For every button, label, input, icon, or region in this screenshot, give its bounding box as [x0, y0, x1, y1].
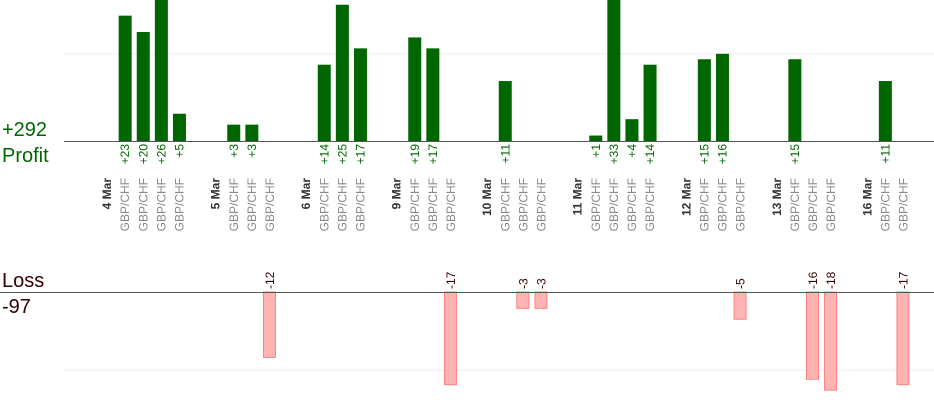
profit-value-label: +3: [245, 144, 259, 158]
pair-label: GBP/CHF: [263, 178, 277, 231]
loss-value-label: -18: [824, 271, 838, 289]
profit-bar: [426, 48, 440, 141]
profit-value-label: +25: [335, 144, 349, 165]
profit-value-label: +23: [118, 144, 132, 165]
profit-bar: [172, 113, 186, 141]
profit-bar: [878, 81, 892, 141]
loss-bar: [896, 291, 910, 386]
profit-bar: [136, 32, 150, 141]
profit-label: Profit: [2, 145, 49, 167]
date-label: 11 Mar: [571, 178, 585, 216]
profit-bar: [353, 48, 367, 141]
profit-bar: [317, 64, 331, 141]
loss-value-label: -3: [516, 278, 530, 289]
loss-value-label: -12: [263, 271, 277, 289]
profit-value-label: +11: [878, 144, 892, 164]
pair-label: GBP/CHF: [516, 178, 530, 231]
loss-bar: [805, 291, 819, 380]
pair-label: GBP/CHF: [172, 178, 186, 231]
profit-value-label: +11: [498, 144, 512, 164]
profit-value-label: +20: [136, 144, 150, 165]
pair-label: GBP/CHF: [878, 178, 892, 231]
profit-value-label: +15: [697, 144, 711, 165]
loss-value-label: -3: [534, 278, 548, 289]
loss-value-label: -17: [896, 271, 910, 289]
loss-value-label: -17: [444, 271, 458, 289]
pair-label: GBP/CHF: [154, 178, 168, 231]
profit-bar: [118, 15, 132, 141]
profit-bar: [408, 37, 422, 142]
profit-bar: [715, 53, 729, 141]
profit-bar: [498, 81, 512, 141]
pair-label: GBP/CHF: [245, 178, 259, 231]
profit-value-label: +1: [589, 144, 603, 158]
pair-label: GBP/CHF: [625, 178, 639, 231]
loss-bar: [733, 291, 747, 320]
profit-bar: [245, 124, 259, 141]
profit-bar: [697, 59, 711, 141]
loss-bar: [534, 291, 548, 309]
loss-total-label: -97: [2, 296, 31, 318]
profit-value-label: +26: [154, 144, 168, 165]
profit-value-label: +15: [788, 144, 802, 165]
pair-label: GBP/CHF: [824, 178, 838, 231]
profit-bar: [227, 124, 241, 141]
pair-label: GBP/CHF: [118, 178, 132, 231]
pair-label: GBP/CHF: [697, 178, 711, 231]
profit-bar: [589, 135, 603, 141]
profit-value-label: +14: [317, 144, 331, 165]
date-label: 4 Mar: [100, 178, 114, 210]
loss-label: Loss: [2, 270, 45, 292]
profit-value-label: +14: [643, 144, 657, 165]
profit-bar: [607, 0, 621, 141]
loss-bar: [824, 291, 838, 391]
date-label: 5 Mar: [209, 178, 223, 210]
profit-bar: [625, 119, 639, 141]
pair-label: GBP/CHF: [589, 178, 603, 231]
profit-total-label: +292: [2, 119, 48, 141]
pair-label: GBP/CHF: [643, 178, 657, 231]
loss-bar: [516, 291, 530, 309]
profit-bar: [643, 64, 657, 141]
pair-label: GBP/CHF: [896, 178, 910, 231]
pair-label: GBP/CHF: [806, 178, 820, 231]
pair-label: GBP/CHF: [734, 178, 748, 231]
pair-label: GBP/CHF: [444, 178, 458, 231]
date-label: 16 Mar: [860, 178, 874, 216]
profit-bar: [335, 4, 349, 141]
pair-label: GBP/CHF: [498, 178, 512, 231]
date-label: 9 Mar: [390, 178, 404, 210]
profit-value-label: +5: [172, 144, 186, 158]
date-label: 13 Mar: [770, 178, 784, 216]
pair-label: GBP/CHF: [408, 178, 422, 231]
profit-value-label: +17: [353, 144, 367, 165]
pair-label: GBP/CHF: [715, 178, 729, 231]
pair-label: GBP/CHF: [353, 178, 367, 231]
pair-label: GBP/CHF: [227, 178, 241, 231]
profit-value-label: +33: [607, 144, 621, 165]
profit-value-label: +16: [715, 144, 729, 165]
pair-label: GBP/CHF: [136, 178, 150, 231]
pair-label: GBP/CHF: [534, 178, 548, 231]
date-label: 12 Mar: [679, 178, 693, 216]
pair-label: GBP/CHF: [317, 178, 331, 231]
loss-value-label: -5: [734, 278, 748, 289]
date-label: 10 Mar: [480, 178, 494, 216]
profit-value-label: +3: [227, 144, 241, 158]
pair-label: GBP/CHF: [788, 178, 802, 231]
pair-label: GBP/CHF: [607, 178, 621, 231]
loss-value-label: -16: [806, 271, 820, 289]
profit-bar: [788, 59, 802, 141]
profit-bar: [154, 0, 168, 141]
date-label: 6 Mar: [299, 178, 313, 210]
loss-bar: [443, 291, 457, 386]
pair-label: GBP/CHF: [335, 178, 349, 231]
date-label: 17 Mar: [933, 178, 934, 216]
profit-value-label: +19: [408, 144, 422, 165]
profit-value-label: +17: [426, 144, 440, 165]
profit-value-label: +4: [625, 144, 639, 158]
loss-bar: [262, 291, 276, 358]
pair-label: GBP/CHF: [426, 178, 440, 231]
